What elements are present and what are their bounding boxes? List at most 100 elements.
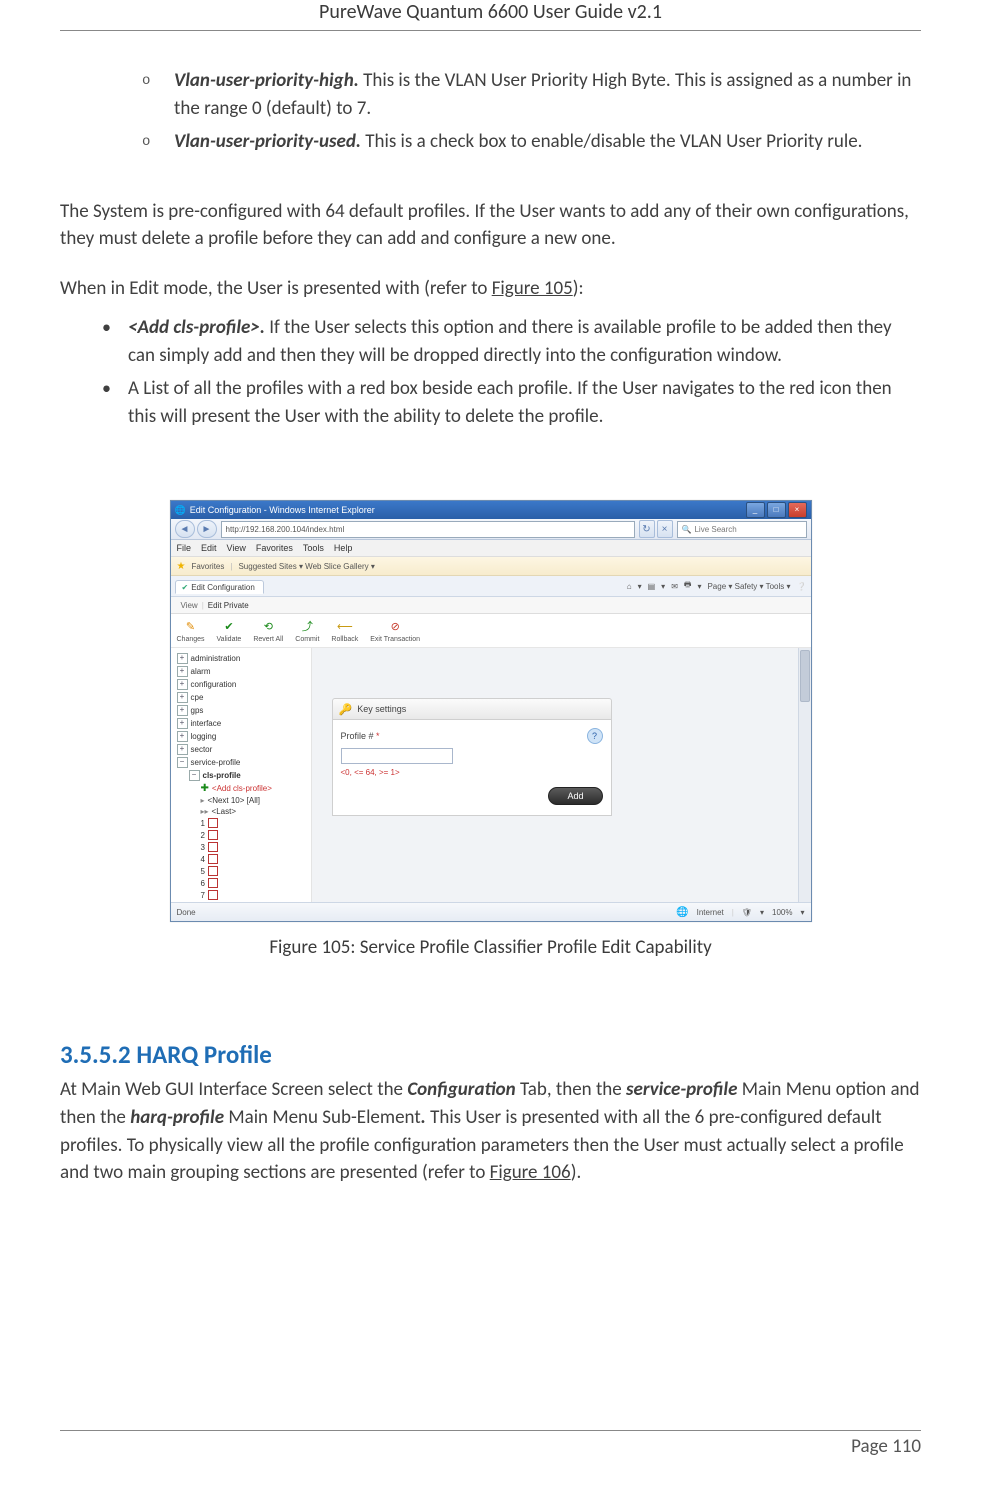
tree-add-node[interactable]: ✚<Add cls-profile> [177,782,307,795]
changes-button[interactable]: ✎Changes [177,618,205,643]
tree-profile-row[interactable]: 1 [177,817,307,829]
tree-node-open[interactable]: −service-profile [177,756,307,769]
tree-node[interactable]: +administration [177,652,307,665]
scroll-thumb[interactable] [800,650,810,702]
tree-node[interactable]: +logging [177,730,307,743]
menu-item[interactable]: Edit [201,543,217,553]
bullet-list: • <Add cls-profile>. If the User selects… [60,314,921,430]
tree-profile-row[interactable]: 4 [177,853,307,865]
section-number: 3.5.5.2 [60,1039,131,1070]
validate-icon: ✔ [221,618,237,634]
tree-node[interactable]: +configuration [177,678,307,691]
delete-icon[interactable] [208,878,218,888]
tree-profile-row[interactable]: 2 [177,829,307,841]
section-title: HARQ Profile [136,1039,271,1070]
term: Configuration [407,1078,515,1101]
content-area: ✎Changes ✔Validate ⟲Revert All ⤴Commit ⟵… [171,614,811,908]
menu-item[interactable]: File [177,543,192,553]
key-settings-panel: 🔑 Key settings Profile # * ? [332,698,612,816]
menu-item[interactable]: Help [334,543,353,553]
delete-icon[interactable] [208,818,218,828]
paragraph: At Main Web GUI Interface Screen select … [60,1076,921,1186]
back-button[interactable]: ◄ [175,520,195,538]
term: Vlan-user-priority-used. [174,130,361,153]
figure-wrapper: 🌐 Edit Configuration - Windows Internet … [60,500,921,959]
delete-icon[interactable] [208,866,218,876]
refresh-button[interactable]: ↻ [639,520,655,538]
titlebar-left: 🌐 Edit Configuration - Windows Internet … [175,505,375,516]
tree-paging[interactable]: ▸<Next 10> [All] [177,795,307,806]
exit-transaction-button[interactable]: ⊘Exit Transaction [370,618,420,643]
print-icon[interactable]: 🖶 [684,579,692,593]
fav-links[interactable]: Suggested Sites ▾ Web Slice Gallery ▾ [238,562,374,571]
rollback-button[interactable]: ⟵Rollback [331,618,358,643]
tab-bar: ✔ Edit Configuration ⌂ ▾ ▤ ▾ ✉ 🖶 ▾ Page … [171,576,811,597]
sub-bullet-list: o Vlan-user-priority-high. This is the V… [142,67,921,156]
tree-profile-row[interactable]: 3 [177,841,307,853]
panel-header: 🔑 Key settings [332,698,612,720]
favorites-bar: ★ Favorites | Suggested Sites ▾ Web Slic… [171,557,811,576]
figure-ref-link[interactable]: Figure 105 [492,277,573,300]
dot-marker: • [102,314,128,369]
right-panel: 🔑 Key settings Profile # * ? [312,648,811,922]
tabbar-right-text[interactable]: Page ▾ Safety ▾ Tools ▾ [707,582,790,591]
menu-item[interactable]: Tools [303,543,324,553]
zone-label: Internet [697,908,724,917]
add-button[interactable]: Add [548,787,602,805]
tree-profile-row[interactable]: 7 [177,889,307,901]
validate-button[interactable]: ✔Validate [217,618,242,643]
tree-node[interactable]: +gps [177,704,307,717]
mail-icon[interactable]: ✉ [671,582,678,591]
close-button[interactable]: × [788,502,807,518]
figure-caption: Figure 105: Service Profile Classifier P… [60,936,921,959]
zoom-level[interactable]: 100% [772,908,792,917]
address-bar: ◄ ► http://192.168.200.104/index.html ↻ … [171,519,811,540]
url-input[interactable]: http://192.168.200.104/index.html [221,521,635,538]
minimize-button[interactable]: _ [746,502,765,518]
help-icon[interactable]: ? [587,728,603,744]
forward-button[interactable]: ► [197,520,217,538]
delete-icon[interactable] [208,890,218,900]
feed-icon[interactable]: ▤ [648,582,656,591]
exit-icon: ⊘ [387,618,403,634]
favorites-label[interactable]: Favorites [191,562,224,571]
tree-paging[interactable]: ▸▸<Last> [177,806,307,817]
tree-node[interactable]: +alarm [177,665,307,678]
section-heading: 3.5.5.2 HARQ Profile [60,1039,921,1070]
figure-ref-link[interactable]: Figure 106 [490,1161,571,1184]
view-link[interactable]: View [181,601,198,610]
text: ): [573,277,584,300]
tree-node[interactable]: +interface [177,717,307,730]
bullet-text: <Add cls-profile>. If the User selects t… [128,314,921,369]
vertical-scrollbar[interactable] [798,648,811,922]
tab-label: Edit Configuration [191,583,255,592]
menu-item[interactable]: View [227,543,246,553]
paragraph: The System is pre-configured with 64 def… [60,198,921,253]
edit-private-link[interactable]: Edit Private [208,601,249,610]
maximize-button[interactable]: □ [767,502,786,518]
browser-tab[interactable]: ✔ Edit Configuration [175,580,264,594]
delete-icon[interactable] [208,830,218,840]
tree-node[interactable]: +cpe [177,691,307,704]
tab-icon: ✔ [182,583,189,592]
help-icon[interactable]: ❔ [797,582,807,591]
home-icon[interactable]: ⌂ [627,582,632,591]
delete-icon[interactable] [208,854,218,864]
tree-profile-row[interactable]: 5 [177,865,307,877]
plus-icon: ✚ [201,783,209,794]
tree-node-open[interactable]: −cls-profile [177,769,307,782]
stop-button[interactable]: × [657,520,673,538]
nav-arrows: ◄ ► [175,520,217,538]
field-row [341,748,603,764]
profile-number-input[interactable] [341,748,453,764]
tree-profile-row[interactable]: 6 [177,877,307,889]
search-input[interactable]: 🔍 Live Search [677,521,807,538]
revert-all-button[interactable]: ⟲Revert All [253,618,283,643]
menu-item[interactable]: Favorites [256,543,293,553]
tree-node[interactable]: +sector [177,743,307,756]
commit-button[interactable]: ⤴Commit [295,618,319,643]
term: Vlan-user-priority-high. [174,69,359,92]
screenshot-ie-window: 🌐 Edit Configuration - Windows Internet … [170,500,812,922]
delete-icon[interactable] [208,842,218,852]
bullet-item: • A List of all the profiles with a red … [102,375,921,430]
